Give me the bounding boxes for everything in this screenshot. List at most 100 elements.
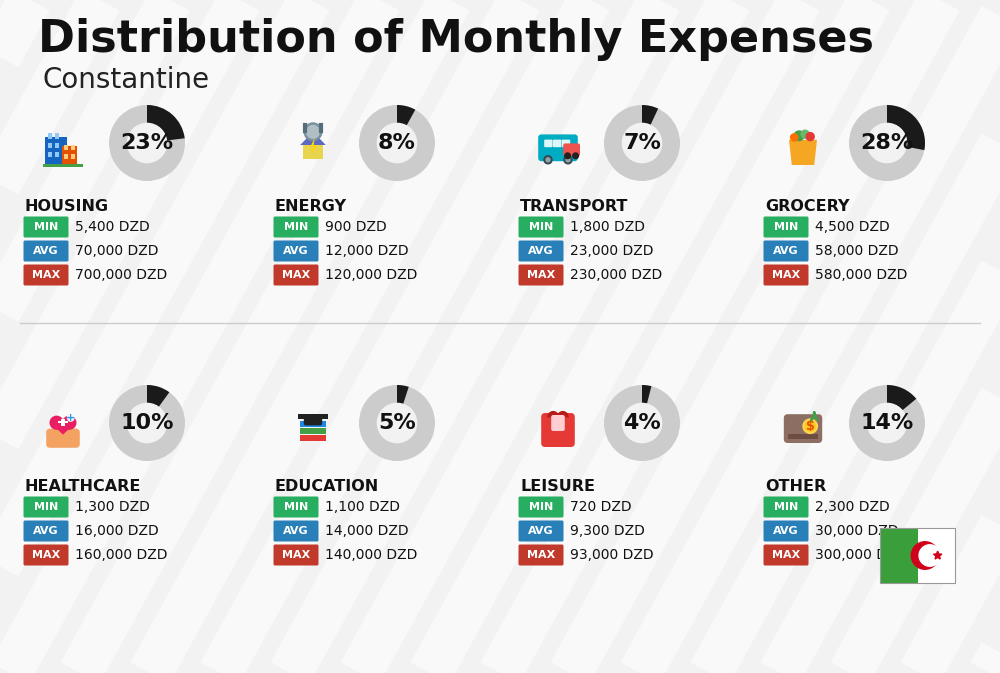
Text: 14,000 DZD: 14,000 DZD — [325, 524, 409, 538]
Text: +: + — [66, 413, 75, 423]
FancyBboxPatch shape — [918, 528, 955, 583]
FancyBboxPatch shape — [764, 520, 808, 542]
Text: 9,300 DZD: 9,300 DZD — [570, 524, 645, 538]
FancyBboxPatch shape — [43, 164, 83, 167]
FancyBboxPatch shape — [518, 520, 564, 542]
Text: MAX: MAX — [32, 550, 60, 560]
FancyBboxPatch shape — [764, 497, 808, 518]
FancyBboxPatch shape — [880, 528, 918, 583]
Text: 900 DZD: 900 DZD — [325, 220, 387, 234]
Wedge shape — [359, 105, 435, 181]
Text: 580,000 DZD: 580,000 DZD — [815, 268, 907, 282]
Text: 300,000 DZD: 300,000 DZD — [815, 548, 907, 562]
Text: 28%: 28% — [860, 133, 914, 153]
Circle shape — [805, 421, 815, 431]
Text: MIN: MIN — [34, 502, 58, 512]
Wedge shape — [887, 385, 916, 411]
Text: HOUSING: HOUSING — [25, 199, 109, 214]
Circle shape — [63, 417, 76, 429]
FancyBboxPatch shape — [48, 152, 52, 157]
Wedge shape — [887, 105, 925, 150]
Text: MIN: MIN — [529, 222, 553, 232]
Text: MAX: MAX — [772, 550, 800, 560]
Text: 58,000 DZD: 58,000 DZD — [815, 244, 899, 258]
Text: TRANSPORT: TRANSPORT — [520, 199, 628, 214]
FancyBboxPatch shape — [48, 133, 52, 139]
Text: AVG: AVG — [283, 246, 309, 256]
Text: 93,000 DZD: 93,000 DZD — [570, 548, 654, 562]
FancyBboxPatch shape — [551, 415, 565, 431]
Text: MAX: MAX — [772, 270, 800, 280]
Text: MAX: MAX — [527, 270, 555, 280]
Wedge shape — [397, 385, 409, 404]
Text: 10%: 10% — [120, 413, 174, 433]
Circle shape — [307, 125, 319, 138]
FancyBboxPatch shape — [274, 520, 318, 542]
FancyBboxPatch shape — [764, 217, 808, 238]
Circle shape — [566, 157, 570, 162]
FancyBboxPatch shape — [541, 413, 575, 447]
Text: 23,000 DZD: 23,000 DZD — [570, 244, 654, 258]
FancyBboxPatch shape — [784, 414, 822, 443]
Circle shape — [867, 403, 907, 443]
Wedge shape — [359, 385, 435, 461]
Text: 160,000 DZD: 160,000 DZD — [75, 548, 168, 562]
Text: 120,000 DZD: 120,000 DZD — [325, 268, 417, 282]
Wedge shape — [604, 385, 680, 461]
FancyBboxPatch shape — [518, 240, 564, 262]
Text: Distribution of Monthly Expenses: Distribution of Monthly Expenses — [38, 18, 874, 61]
Text: MAX: MAX — [282, 270, 310, 280]
FancyBboxPatch shape — [562, 139, 570, 147]
Text: 70,000 DZD: 70,000 DZD — [75, 244, 158, 258]
Wedge shape — [642, 105, 658, 125]
Text: 4,500 DZD: 4,500 DZD — [815, 220, 890, 234]
Circle shape — [304, 123, 322, 141]
Circle shape — [50, 417, 63, 429]
Text: AVG: AVG — [33, 246, 59, 256]
Polygon shape — [933, 551, 942, 559]
Circle shape — [803, 419, 817, 433]
Text: 16,000 DZD: 16,000 DZD — [75, 524, 159, 538]
Circle shape — [377, 123, 417, 163]
Text: AVG: AVG — [773, 526, 799, 536]
FancyBboxPatch shape — [55, 152, 59, 157]
Text: MIN: MIN — [774, 222, 798, 232]
Wedge shape — [147, 105, 185, 141]
Circle shape — [867, 123, 907, 163]
FancyBboxPatch shape — [518, 264, 564, 285]
Polygon shape — [789, 140, 817, 165]
Text: 230,000 DZD: 230,000 DZD — [570, 268, 662, 282]
FancyBboxPatch shape — [24, 264, 68, 285]
Text: MIN: MIN — [34, 222, 58, 232]
Circle shape — [127, 403, 167, 443]
Text: 5%: 5% — [378, 413, 416, 433]
FancyBboxPatch shape — [24, 217, 68, 238]
Text: AVG: AVG — [528, 246, 554, 256]
Text: Constantine: Constantine — [42, 66, 209, 94]
FancyBboxPatch shape — [274, 497, 318, 518]
FancyBboxPatch shape — [518, 217, 564, 238]
FancyBboxPatch shape — [274, 264, 318, 285]
FancyBboxPatch shape — [764, 264, 808, 285]
FancyBboxPatch shape — [64, 154, 68, 159]
FancyBboxPatch shape — [62, 146, 77, 167]
Circle shape — [791, 134, 798, 141]
Text: 12,000 DZD: 12,000 DZD — [325, 244, 409, 258]
FancyBboxPatch shape — [274, 217, 318, 238]
FancyBboxPatch shape — [274, 544, 318, 565]
FancyBboxPatch shape — [300, 428, 326, 434]
FancyBboxPatch shape — [24, 520, 68, 542]
FancyBboxPatch shape — [764, 544, 808, 565]
Circle shape — [622, 403, 662, 443]
Wedge shape — [849, 385, 925, 461]
Circle shape — [544, 156, 552, 164]
FancyBboxPatch shape — [24, 240, 68, 262]
Wedge shape — [397, 105, 415, 126]
Polygon shape — [300, 132, 326, 145]
Circle shape — [546, 157, 550, 162]
Circle shape — [806, 133, 814, 141]
Text: GROCERY: GROCERY — [765, 199, 850, 214]
Text: 700,000 DZD: 700,000 DZD — [75, 268, 167, 282]
Circle shape — [911, 542, 939, 569]
Text: AVG: AVG — [33, 526, 59, 536]
